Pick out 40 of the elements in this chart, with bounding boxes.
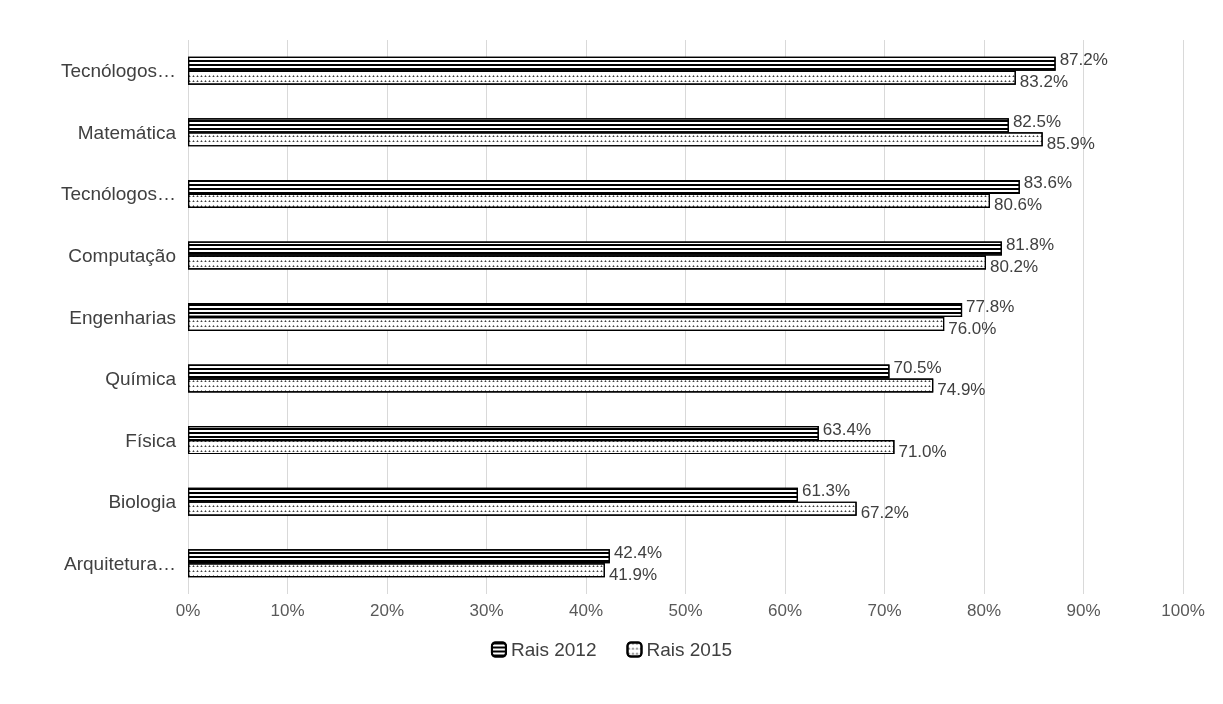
y-tick-label: Biologia — [108, 491, 177, 513]
data-label: 42.4% — [613, 542, 663, 562]
data-label: 80.2% — [989, 256, 1039, 276]
data-label: 76.0% — [948, 318, 997, 338]
x-tick-label: 30% — [469, 601, 504, 620]
data-label: 80.6% — [993, 195, 1043, 215]
y-tick-label: Química — [105, 368, 177, 390]
data-label: 85.9% — [1046, 133, 1095, 153]
x-tick-label: 10% — [270, 601, 305, 620]
x-tick-label: 100% — [1161, 601, 1205, 620]
x-tick-label: 20% — [369, 601, 405, 620]
x-tick-label: 60% — [767, 601, 803, 620]
data-label: 41.9% — [608, 564, 658, 584]
data-label: 82.5% — [1012, 111, 1062, 131]
data-label: 61.3% — [801, 481, 851, 501]
data-label: 70.5% — [893, 358, 942, 378]
data-label: 63.4% — [822, 419, 872, 439]
data-label: 87.2% — [1059, 50, 1108, 70]
x-tick-label: 50% — [668, 601, 703, 620]
data-label: 83.6% — [1023, 173, 1073, 193]
y-tick-label: Arquitetura… — [64, 552, 176, 574]
data-label: 74.9% — [937, 380, 986, 400]
y-tick-label: Tecnólogos… — [60, 183, 176, 205]
data-label: 67.2% — [860, 503, 909, 523]
data-label: 81.8% — [1005, 234, 1055, 254]
x-tick-label: 40% — [568, 601, 604, 620]
legend-label: Rais 2012 — [510, 639, 597, 660]
data-label: 71.0% — [898, 441, 947, 461]
y-tick-label: Engenharias — [69, 306, 176, 328]
data-label: 77.8% — [966, 296, 1015, 316]
y-tick-label: Computação — [68, 244, 176, 266]
legend-label: Rais 2015 — [646, 639, 733, 660]
y-tick-label: Tecnólogos… — [60, 60, 176, 82]
y-tick-label: Matemática — [77, 121, 177, 143]
data-label: 83.2% — [1019, 72, 1069, 92]
x-tick-label: 80% — [966, 601, 1002, 620]
x-tick-label: 70% — [867, 601, 902, 620]
y-tick-label: Física — [125, 429, 177, 451]
x-tick-label: 90% — [1066, 601, 1101, 620]
x-tick-label: 0% — [175, 601, 201, 620]
